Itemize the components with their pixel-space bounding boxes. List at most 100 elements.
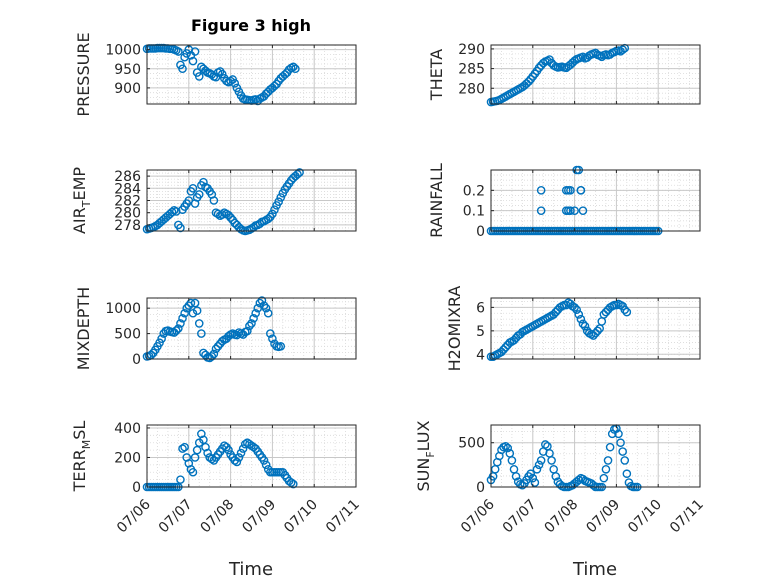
data-point — [549, 310, 559, 319]
data-point — [551, 307, 561, 317]
x-axis-label-right: Time — [572, 559, 617, 580]
data-point — [561, 300, 571, 310]
data-point — [507, 456, 517, 465]
data-point — [268, 209, 277, 219]
y-tick-label: 280 — [458, 81, 485, 97]
data-point — [192, 445, 202, 455]
data-point — [605, 442, 615, 452]
data-point — [291, 64, 300, 74]
data-point — [280, 70, 290, 79]
data-point — [576, 314, 586, 324]
x-axis-label-left: Time — [228, 559, 273, 580]
y-tick-label: 0.2 — [463, 183, 485, 199]
data-point — [295, 168, 304, 177]
data-point — [620, 456, 630, 465]
axes-box — [146, 44, 357, 105]
data-point — [261, 303, 271, 313]
y-tick-label: 950 — [114, 62, 141, 78]
y-tick-label: 1000 — [105, 301, 141, 317]
data-point — [266, 329, 275, 338]
x-tick-label: 07/06 — [458, 496, 498, 536]
data-point — [578, 52, 588, 62]
x-tick-label: 07/10 — [625, 497, 665, 537]
y-tick-label: 500 — [114, 327, 141, 343]
data-point — [618, 45, 627, 55]
x-tick-label: 07/08 — [198, 497, 238, 537]
data-point — [622, 307, 632, 317]
data-point — [213, 209, 223, 219]
y-axis-label: THETA — [427, 49, 446, 101]
y-tick-label: 284 — [114, 181, 141, 197]
data-point — [255, 219, 265, 228]
data-point — [171, 326, 181, 335]
data-point — [509, 335, 519, 345]
x-tick-label: 07/07 — [156, 497, 196, 537]
data-point — [599, 473, 609, 483]
data-point — [245, 321, 254, 331]
data-point — [276, 193, 286, 202]
data-point — [211, 344, 221, 354]
data-point — [574, 310, 584, 319]
data-point — [188, 308, 198, 318]
data-point — [249, 314, 258, 323]
x-tick-label: 07/08 — [542, 497, 582, 537]
y-tick-label: 0 — [132, 352, 141, 368]
data-point — [209, 349, 219, 359]
y-axis-label: H2OMIXRA — [445, 286, 464, 372]
data-point — [263, 214, 273, 224]
data-point — [518, 480, 527, 490]
data-point — [226, 213, 235, 222]
data-point — [576, 186, 586, 195]
data-point — [524, 77, 533, 86]
data-point — [599, 310, 609, 319]
axes-box — [490, 424, 701, 488]
data-point — [176, 223, 185, 233]
data-point — [551, 472, 561, 481]
subplot-6: 4 5 6 H2OMIXRA — [445, 286, 701, 372]
y-axis-label: RAINFALL — [427, 163, 446, 238]
data-point — [622, 469, 632, 479]
data-point — [499, 345, 508, 354]
data-point — [232, 457, 242, 467]
data-point — [243, 326, 252, 336]
data-point — [224, 445, 233, 455]
data-point — [530, 478, 540, 487]
y-tick-label: 1000 — [105, 43, 141, 59]
data-point — [155, 338, 164, 348]
data-point — [620, 305, 630, 315]
data-point — [190, 298, 200, 308]
data-point — [538, 58, 548, 68]
data-point — [255, 298, 265, 308]
data-point — [541, 440, 550, 449]
subplot-1: 900 950 1000 PRESSURE — [74, 32, 357, 117]
data-point — [601, 464, 611, 474]
axes-box — [146, 297, 357, 360]
y-tick-label: 900 — [114, 81, 141, 97]
data-point — [286, 478, 296, 487]
data-point — [601, 307, 611, 317]
data-point — [263, 308, 273, 318]
y-tick-label: 4 — [476, 347, 485, 363]
data-point — [217, 336, 227, 346]
subplot-7: 07/06 07/07 07/08 07/09 07/10 07/11 0 200 400 TER… — [70, 421, 363, 537]
data-point — [186, 298, 196, 308]
y-tick-label: 286 — [114, 169, 141, 185]
data-point — [257, 296, 267, 305]
data-point — [276, 341, 286, 351]
data-point — [194, 319, 204, 328]
data-point — [194, 72, 204, 81]
data-point — [503, 443, 513, 453]
y-tick-label: 285 — [458, 62, 485, 78]
data-point — [157, 334, 166, 343]
subplot-5: 0 500 1000 MIXDEPTH — [74, 287, 357, 370]
data-point — [578, 206, 588, 215]
data-point — [566, 206, 575, 215]
data-point — [234, 453, 244, 462]
y-axis-label: PRESSURE — [74, 32, 93, 116]
y-tick-label: 280 — [114, 206, 141, 222]
data-point — [182, 303, 192, 313]
data-point — [217, 210, 227, 219]
data-point — [614, 429, 623, 439]
